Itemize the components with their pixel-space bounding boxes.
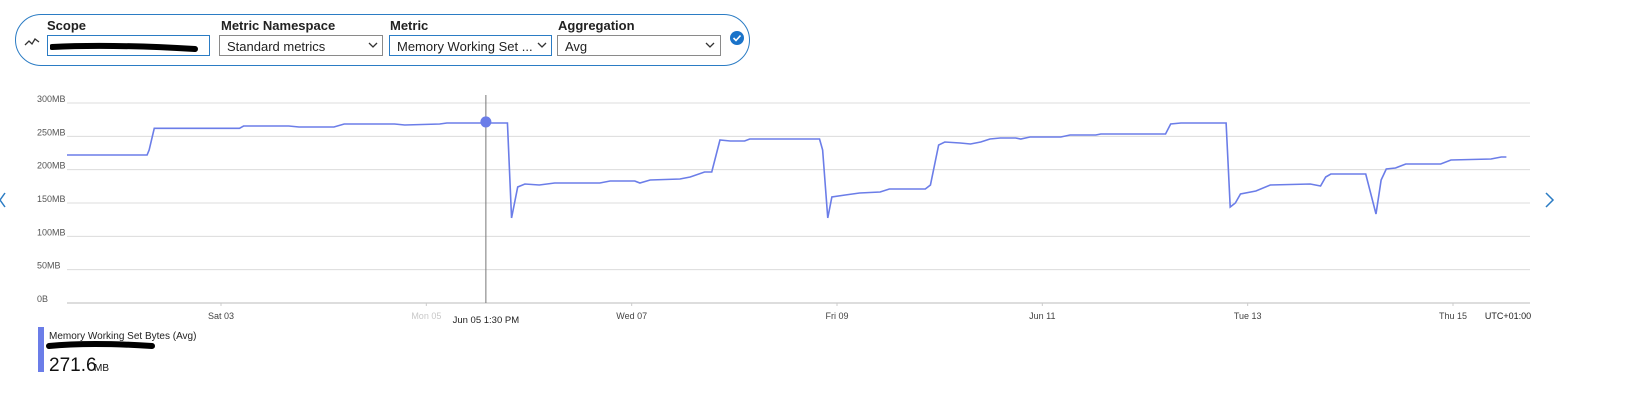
y-tick-label: 150MB bbox=[37, 194, 66, 204]
prev-arrow[interactable] bbox=[0, 192, 6, 208]
cursor-dot bbox=[480, 116, 492, 128]
select-value: Memory Working Set ... bbox=[397, 39, 533, 54]
x-tick-label: Fri 09 bbox=[825, 311, 848, 321]
legend-value: 271.6 bbox=[49, 355, 97, 376]
y-tick-label: 100MB bbox=[37, 227, 66, 237]
legend-unit: MB bbox=[94, 363, 109, 374]
aggregation-select[interactable]: Avg bbox=[557, 35, 721, 56]
y-tick-label: 300MB bbox=[37, 94, 66, 104]
y-tick-label: 250MB bbox=[37, 127, 66, 137]
y-tick-label: 0B bbox=[37, 294, 48, 304]
legend-name: Memory Working Set Bytes (Avg) bbox=[49, 331, 196, 342]
x-tick-label: Wed 07 bbox=[616, 311, 647, 321]
field-label: Aggregation bbox=[558, 18, 635, 33]
field-label: Metric Namespace bbox=[221, 18, 336, 33]
namespace-select[interactable]: Standard metrics bbox=[219, 35, 383, 56]
field-label: Metric bbox=[390, 18, 429, 33]
select-value: Standard metrics bbox=[227, 39, 326, 54]
x-tick-label: Tue 13 bbox=[1234, 311, 1262, 321]
x-tick-label: Thu 15 bbox=[1439, 311, 1467, 321]
timezone-label: UTC+01:00 bbox=[1485, 311, 1531, 321]
legend-swatch bbox=[38, 327, 44, 372]
scope-input[interactable] bbox=[47, 35, 210, 56]
chevron bbox=[705, 42, 715, 48]
field-label: Scope bbox=[47, 18, 87, 33]
x-tick-label: Sat 03 bbox=[208, 311, 234, 321]
x-tick-label: Mon 05 bbox=[411, 311, 441, 321]
select-value: Avg bbox=[565, 39, 588, 54]
metric-select[interactable]: Memory Working Set ... bbox=[389, 35, 552, 56]
y-tick-label: 200MB bbox=[37, 161, 66, 171]
next-arrow[interactable] bbox=[1545, 192, 1555, 208]
chart-icon bbox=[24, 38, 40, 46]
chevron bbox=[368, 42, 378, 48]
chevron bbox=[537, 42, 547, 48]
redacted-scope bbox=[50, 42, 198, 52]
y-tick-label: 50MB bbox=[37, 261, 61, 271]
cursor-label: Jun 05 1:30 PM bbox=[453, 315, 520, 326]
series-line bbox=[67, 122, 1507, 219]
redacted-resource bbox=[46, 341, 155, 349]
x-tick-label: Jun 11 bbox=[1029, 311, 1055, 321]
apply-check[interactable] bbox=[729, 30, 745, 46]
